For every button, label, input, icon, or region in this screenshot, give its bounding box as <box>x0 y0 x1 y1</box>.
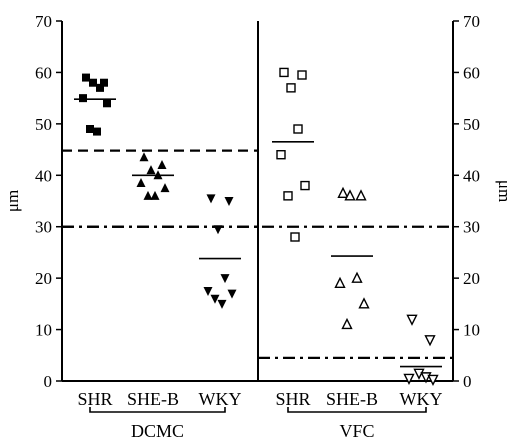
panel-label: VFC <box>339 421 374 441</box>
data-point-square <box>103 99 111 108</box>
y-tick-label-right: 10 <box>463 321 480 340</box>
data-point-square <box>286 83 296 93</box>
data-point-triangle-down <box>227 289 237 299</box>
y-tick-label-left: 50 <box>35 115 52 134</box>
data-point-triangle-up <box>139 152 149 162</box>
marks-layer <box>74 67 442 387</box>
data-point-triangle-up <box>358 297 370 309</box>
data-point-square <box>100 78 108 87</box>
data-point-triangle-up <box>334 276 346 288</box>
data-point-square <box>290 232 300 242</box>
data-point-triangle-down <box>427 374 439 387</box>
y-tick-label-left: 70 <box>35 12 52 31</box>
data-point-triangle-down <box>206 194 216 204</box>
data-point-triangle-down <box>203 287 213 296</box>
y-tick-label-right: 20 <box>463 269 480 288</box>
data-point-triangle-down <box>220 274 230 284</box>
data-point-triangle-down <box>224 197 234 206</box>
data-point-square <box>96 83 104 92</box>
data-point-triangle-up <box>355 189 367 201</box>
reference-lines-layer <box>62 149 453 359</box>
y-tick-label-right: 30 <box>463 218 480 237</box>
y-tick-label-left: 60 <box>35 63 52 82</box>
data-point-triangle-up <box>157 160 167 169</box>
y-tick-label-right: 0 <box>463 372 472 391</box>
data-point-square <box>276 150 286 160</box>
data-point-triangle-up <box>146 165 156 175</box>
y-tick-label-left: 10 <box>35 321 52 340</box>
y-tick-label-right: 70 <box>463 12 480 31</box>
panel-bracket <box>287 407 427 413</box>
data-point-square <box>79 94 87 103</box>
data-point-triangle-down <box>217 299 227 309</box>
y-tick-label-right: 40 <box>463 166 480 185</box>
y-axis-label-right: μm <box>495 180 507 202</box>
y-tick-label-left: 20 <box>35 269 52 288</box>
data-point-square <box>93 127 101 136</box>
category-label: WKY <box>400 389 443 409</box>
data-point-square <box>293 124 303 134</box>
labels-layer: 0 0 10 10 20 20 30 30 40 40 50 50 60 60 70 70 μm μm SHR SHE… <box>3 12 507 441</box>
data-point-triangle-down <box>403 373 415 385</box>
data-point-square <box>279 67 289 78</box>
y-tick-label-right: 60 <box>463 63 480 82</box>
data-point-triangle-up <box>136 178 146 187</box>
panel-bracket <box>89 407 226 413</box>
y-tick-label-left: 30 <box>35 218 52 237</box>
data-point-triangle-down <box>424 335 436 347</box>
data-point-square <box>300 180 310 191</box>
category-label: SHE-B <box>127 389 179 409</box>
data-point-triangle-up <box>344 189 356 201</box>
y-tick-label-right: 50 <box>463 115 480 134</box>
data-point-square <box>89 78 97 87</box>
data-point-triangle-up <box>337 186 349 198</box>
panel-label: DCMC <box>131 421 184 441</box>
category-label: SHE-B <box>326 389 378 409</box>
data-point-square <box>86 125 94 133</box>
data-point-triangle-down <box>213 225 223 235</box>
data-point-triangle-up <box>150 190 160 200</box>
category-label: SHR <box>275 389 310 409</box>
data-point-square <box>82 73 90 82</box>
data-point-triangle-down <box>406 314 418 326</box>
data-point-square <box>297 70 307 80</box>
data-point-triangle-up <box>341 317 353 330</box>
y-tick-label-left: 0 <box>44 372 53 391</box>
data-point-triangle-down <box>210 294 220 304</box>
data-point-triangle-up <box>351 271 363 283</box>
y-tick-label-left: 40 <box>35 166 52 185</box>
category-label: SHR <box>77 389 112 409</box>
axes-layer <box>56 20 459 413</box>
data-point-triangle-up <box>160 183 170 193</box>
data-point-triangle-up <box>143 190 153 200</box>
y-axis-label-left: μm <box>3 190 22 212</box>
data-point-square <box>283 191 293 201</box>
category-label: WKY <box>199 389 242 409</box>
